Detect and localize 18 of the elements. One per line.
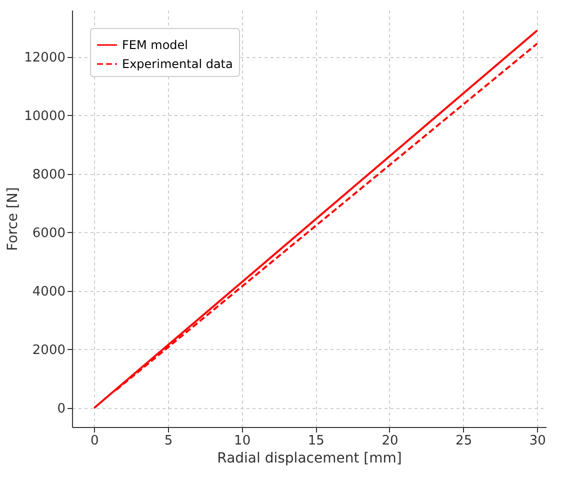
y-tick-label: 0 <box>57 401 66 416</box>
x-tick-label: 0 <box>90 434 99 448</box>
x-tick-label: 5 <box>164 434 173 448</box>
y-tick-label: 4000 <box>32 284 66 300</box>
y-tick-label: 10000 <box>24 108 66 124</box>
y-tick-label: 12000 <box>24 50 66 66</box>
y-tick-label: 8000 <box>32 167 66 182</box>
y-tick-label: 2000 <box>32 342 66 358</box>
y-tick-label: 6000 <box>32 226 66 241</box>
x-tick-label: 10 <box>234 434 251 448</box>
legend-label: Experimental data <box>122 57 233 71</box>
y-axis-title: Force [N] <box>5 187 22 251</box>
x-axis-title: Radial displacement [mm] <box>217 450 402 466</box>
x-tick-label: 20 <box>382 434 398 448</box>
x-tick-label: 30 <box>529 434 546 448</box>
legend-label: FEM model <box>122 38 188 52</box>
x-tick-label: 15 <box>308 434 324 448</box>
x-tick-label: 25 <box>456 434 472 448</box>
